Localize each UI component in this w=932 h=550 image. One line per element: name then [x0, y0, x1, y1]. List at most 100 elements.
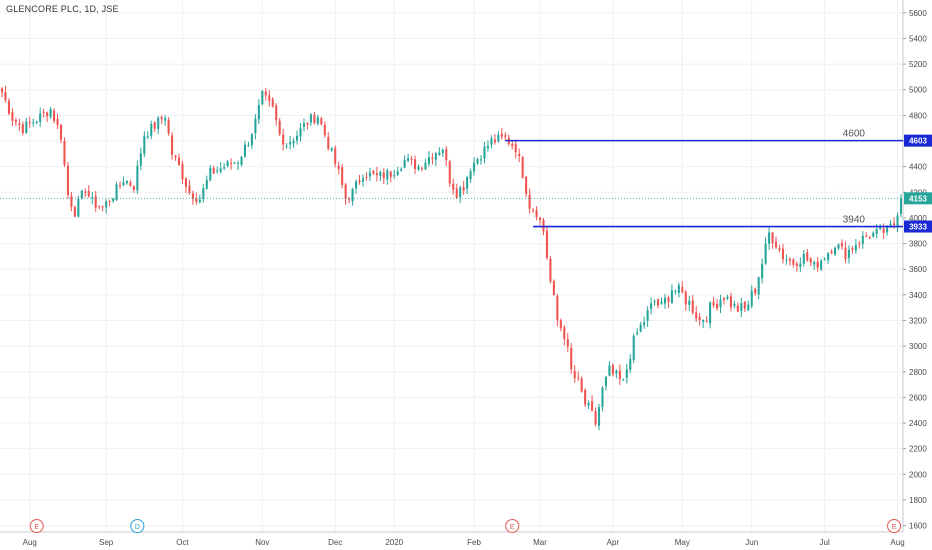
candle-body [101, 206, 104, 208]
candle-body [39, 113, 42, 123]
candle-body [84, 191, 87, 193]
candle-body [469, 171, 472, 180]
candle [816, 257, 819, 272]
candle [202, 184, 205, 203]
candle [226, 160, 229, 168]
candle [868, 235, 871, 240]
candle-body [500, 133, 503, 137]
candle-body [563, 327, 566, 340]
time-axis[interactable]: Aug Sep Oct Nov Dec 2020 Feb Mar Apr May Jun Jul Aug [23, 538, 905, 547]
candle-body [247, 145, 250, 147]
candle-body [486, 145, 489, 149]
time-tick-label: May [675, 538, 690, 547]
candle-body [528, 194, 531, 209]
horizontal-level-label: 4600 [843, 129, 866, 140]
candle-body [400, 168, 403, 171]
candle [348, 196, 351, 204]
price-tag [904, 134, 932, 147]
candle [87, 185, 90, 198]
candle [504, 132, 507, 142]
candle-body [257, 104, 260, 120]
candle-body [139, 153, 142, 166]
candle-body [559, 320, 562, 329]
candle [837, 243, 840, 251]
candle-body [688, 300, 691, 305]
candle-body [334, 147, 337, 164]
candle-body [514, 144, 517, 153]
candle [733, 300, 736, 309]
candle [604, 375, 608, 391]
candle [375, 166, 378, 182]
candle [556, 293, 559, 327]
candle-body [653, 301, 656, 303]
price-tick-label: 5000 [909, 86, 927, 95]
candle-body [63, 141, 66, 165]
candle-body [202, 188, 205, 199]
candle-body [802, 253, 805, 264]
candle [462, 180, 465, 196]
candle-body [271, 99, 274, 107]
candle-body [896, 215, 899, 227]
candle [486, 140, 489, 152]
candle [865, 232, 868, 238]
candle-body [7, 100, 10, 114]
earnings-marker[interactable]: E [887, 519, 902, 533]
candle [622, 378, 625, 381]
time-tick-label: Dec [328, 538, 342, 547]
candle [761, 258, 764, 284]
price-tick-label: 1600 [909, 522, 927, 531]
candle-body [750, 290, 753, 307]
candle-body [729, 296, 732, 308]
candle [223, 163, 226, 171]
candle [625, 363, 628, 384]
candle [139, 147, 142, 171]
candle [337, 161, 340, 175]
candle [479, 155, 483, 165]
candle-body [18, 123, 21, 125]
candle [32, 118, 35, 127]
price-tick-label: 3400 [909, 291, 927, 300]
candle-body [733, 303, 736, 307]
candle [285, 143, 288, 149]
candle-body [670, 290, 673, 303]
candle-body [667, 297, 670, 302]
candle-body [136, 165, 139, 191]
candle [441, 148, 444, 157]
candle [719, 294, 722, 314]
candle-body [445, 149, 448, 161]
candle-body [681, 287, 684, 293]
candle [205, 175, 208, 190]
candle [80, 189, 83, 200]
earnings-marker[interactable]: E [505, 519, 520, 533]
candle-body [698, 316, 701, 321]
earnings-marker[interactable]: E [29, 519, 44, 533]
candle [684, 289, 687, 311]
candle [327, 132, 330, 151]
candle [851, 246, 854, 254]
candle [795, 261, 798, 272]
candle [469, 168, 472, 184]
candle [177, 153, 181, 166]
candle-body [834, 247, 837, 255]
price-axis[interactable]: 1600 1800 2000 2200 2400 2600 2800 3000 3200 3400… [903, 9, 927, 531]
candle [25, 117, 28, 135]
dividend-marker[interactable]: D [130, 519, 145, 533]
price-tag-label: 4603 [909, 137, 927, 146]
candle [532, 207, 535, 213]
candle [722, 296, 726, 305]
candle [18, 118, 21, 131]
candle [709, 301, 712, 329]
candle-body [781, 248, 785, 260]
candle [705, 316, 708, 323]
candle [216, 166, 219, 174]
candle-body [483, 146, 486, 159]
candle [73, 205, 76, 218]
candle-body [91, 197, 94, 199]
horizontal-level-label: 3940 [843, 215, 866, 226]
candle [847, 245, 850, 264]
candle-body [188, 185, 191, 193]
candle-body [414, 159, 417, 170]
candle [382, 168, 385, 184]
candle [830, 249, 833, 255]
